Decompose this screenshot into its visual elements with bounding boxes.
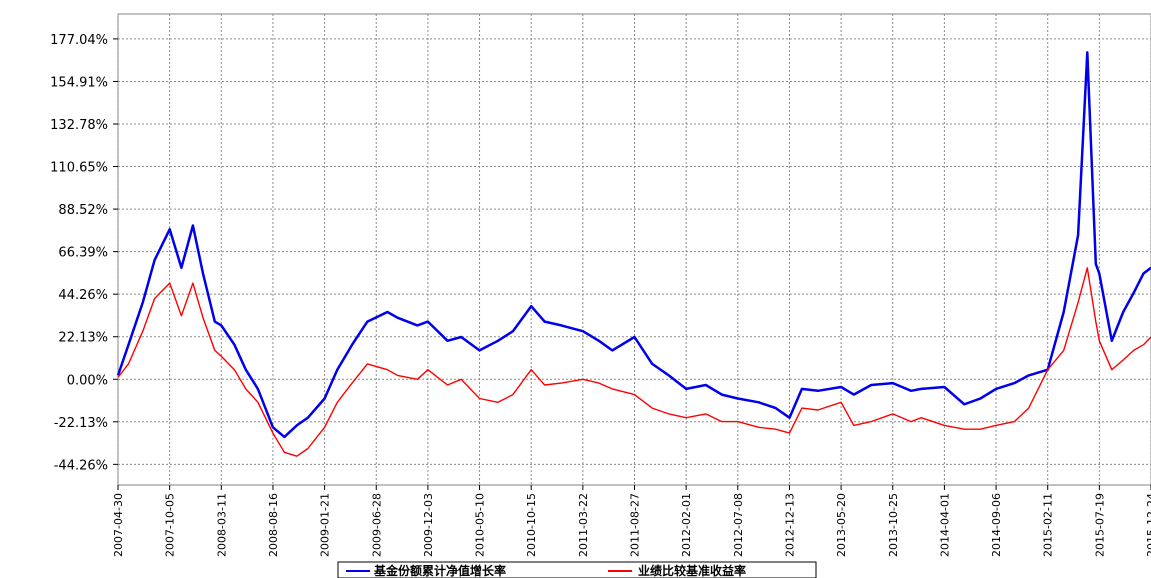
series-line-1: [116, 51, 1151, 439]
x-tick-label: 2007-10-05: [164, 493, 177, 557]
x-tick-label: 2014-09-06: [990, 493, 1003, 557]
x-tick-label: 2012-12-13: [783, 493, 796, 557]
x-tick-label: 2009-01-21: [319, 493, 332, 557]
y-tick-label: -22.13%: [54, 416, 108, 431]
x-tick-label: 2011-03-22: [577, 493, 590, 557]
y-axis: 177.04% 154.91% 132.78% 110.65% 88.52% 66.39%…: [50, 33, 118, 473]
y-tick-label: 22.13%: [58, 331, 108, 346]
y-tick-label: 66.39%: [58, 246, 108, 261]
x-tick-label: 2009-06-28: [370, 493, 383, 557]
y-tick-label: 110.65%: [50, 161, 108, 176]
x-tick-label: 2008-03-11: [215, 493, 228, 557]
x-tick-label: 2013-05-20: [835, 493, 848, 557]
x-axis: 2007-04-30 2007-10-05 2008-03-11 2008-08-16…: [112, 485, 1151, 557]
x-tick-label: 2013-10-25: [887, 493, 900, 557]
legend: 基金份额累计净值增长率 业绩比较基准收益率: [337, 561, 817, 578]
series-lines: [116, 51, 1151, 457]
legend-box: [337, 561, 817, 578]
x-tick-label: 2007-04-30: [112, 493, 125, 557]
y-tick-label: -44.26%: [54, 458, 108, 473]
x-tick-label: 2009-12-03: [422, 493, 435, 557]
y-tick-label: 132.78%: [50, 118, 108, 133]
x-tick-label: 2010-05-10: [474, 493, 487, 557]
y-tick-label: 177.04%: [50, 33, 108, 48]
x-tick-label: 2008-08-16: [267, 493, 280, 557]
series-line-2: [117, 267, 1151, 457]
x-tick-label: 2011-08-27: [629, 493, 642, 557]
x-tick-label: 2010-10-15: [525, 493, 538, 557]
legend-label-series-1: 基金份额累计净值增长率: [373, 563, 506, 578]
x-tick-label: 2012-02-01: [680, 493, 693, 557]
legend-label-series-2: 业绩比较基准收益率: [638, 563, 746, 578]
x-tick-label: 2014-04-01: [938, 493, 951, 557]
y-tick-label: 154.91%: [50, 75, 108, 90]
x-tick-label: 2012-07-08: [732, 493, 745, 557]
y-tick-label: 0.00%: [67, 373, 108, 388]
x-tick-label: 2015-07-19: [1093, 493, 1106, 557]
y-tick-label: 88.52%: [58, 203, 108, 218]
x-tick-label: 2015-02-11: [1042, 493, 1055, 557]
x-tick-label: 2015-12-24: [1145, 493, 1151, 557]
grid-lines: [117, 14, 1151, 485]
y-tick-label: 44.26%: [58, 288, 108, 303]
